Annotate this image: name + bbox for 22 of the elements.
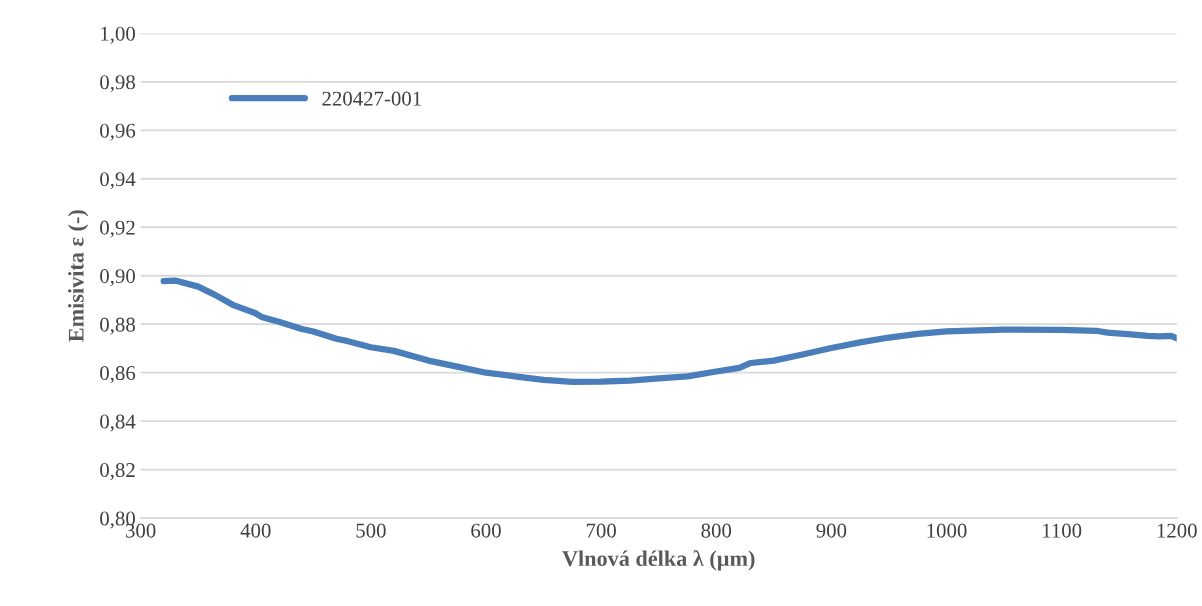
y-tick-label: 0,82 [100,463,135,481]
legend-label: 220427-001 [322,91,421,106]
x-tick-label: 400 [240,523,271,538]
x-axis-title: Vlnová délka λ (µm) [562,550,755,571]
y-tick-label: 0,98 [100,75,135,93]
x-tick-label: 500 [356,523,386,538]
x-tick-label: 800 [701,523,732,538]
y-axis-title: Emisivita ε (-) [68,210,89,342]
y-tick-label: 1,00 [101,26,135,44]
x-tick-label: 1200 [1157,523,1197,538]
y-tick-label: 0,84 [100,414,136,432]
y-tick-label: 0,94 [100,172,136,190]
y-tick-label: 0,96 [100,123,136,141]
y-tick-label: 0,88 [100,317,135,335]
x-tick-label: 1000 [927,523,967,538]
x-tick-label: 600 [471,523,501,538]
y-tick-label: 0,92 [100,220,135,238]
x-tick-label: 700 [586,523,616,538]
y-tick-label: 0,90 [100,269,135,287]
x-tick-label: 1100 [1043,523,1082,538]
y-tick-label: 0,86 [100,366,136,384]
x-tick-label: 900 [816,523,847,538]
